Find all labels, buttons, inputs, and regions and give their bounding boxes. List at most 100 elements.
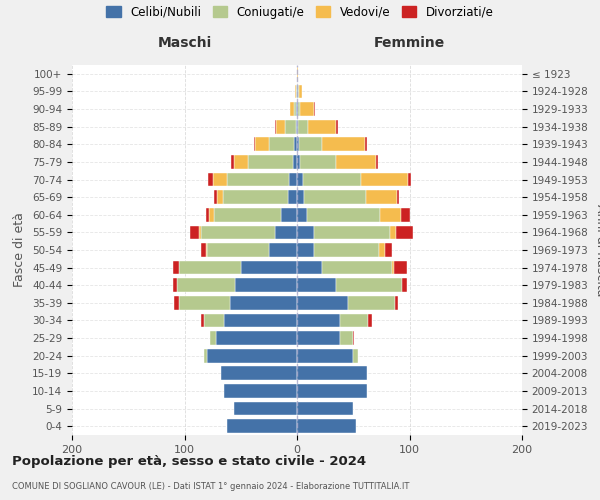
Bar — [401, 278, 407, 292]
Bar — [269, 243, 297, 257]
Bar — [235, 278, 297, 292]
Bar — [337, 278, 401, 292]
Bar — [297, 84, 298, 98]
Y-axis label: Anni di nascita: Anni di nascita — [594, 204, 600, 296]
Bar — [308, 120, 337, 134]
Bar — [289, 172, 297, 186]
Bar — [202, 243, 206, 257]
Bar — [297, 296, 347, 310]
Bar — [297, 314, 340, 328]
Bar — [223, 190, 288, 204]
Bar — [297, 208, 307, 222]
Bar — [391, 226, 396, 239]
Bar — [203, 349, 207, 362]
Bar — [297, 331, 340, 345]
Bar — [295, 84, 296, 98]
Bar — [179, 260, 241, 274]
Bar — [379, 243, 385, 257]
Bar — [361, 172, 409, 186]
Bar — [199, 226, 202, 239]
Bar — [224, 314, 297, 328]
Bar — [297, 138, 299, 151]
Bar — [176, 278, 235, 292]
Bar — [314, 102, 315, 116]
Bar — [380, 208, 401, 222]
Bar — [297, 420, 355, 433]
Bar — [340, 314, 368, 328]
Bar — [314, 243, 379, 257]
Bar — [296, 102, 297, 116]
Bar — [293, 102, 296, 116]
Bar — [353, 331, 355, 345]
Bar — [298, 120, 308, 134]
Bar — [234, 155, 248, 169]
Bar — [221, 366, 297, 380]
Text: Popolazione per età, sesso e stato civile - 2024: Popolazione per età, sesso e stato civil… — [12, 454, 366, 468]
Bar — [241, 260, 297, 274]
Bar — [394, 260, 407, 274]
Bar — [401, 208, 409, 222]
Bar — [396, 226, 413, 239]
Bar — [302, 172, 361, 186]
Bar — [284, 120, 296, 134]
Bar — [307, 208, 380, 222]
Bar — [288, 190, 297, 204]
Bar — [254, 138, 256, 151]
Bar — [296, 84, 297, 98]
Bar — [297, 172, 302, 186]
Bar — [301, 102, 314, 116]
Bar — [304, 190, 365, 204]
Bar — [297, 102, 298, 116]
Y-axis label: Fasce di età: Fasce di età — [13, 212, 26, 288]
Bar — [173, 260, 179, 274]
Bar — [347, 296, 395, 310]
Bar — [281, 208, 297, 222]
Bar — [224, 384, 297, 398]
Bar — [216, 331, 297, 345]
Bar — [397, 190, 400, 204]
Bar — [353, 349, 358, 362]
Bar — [297, 120, 298, 134]
Bar — [202, 226, 275, 239]
Bar — [203, 314, 224, 328]
Bar — [298, 102, 301, 116]
Bar — [190, 226, 199, 239]
Bar — [290, 102, 293, 116]
Bar — [297, 384, 367, 398]
Bar — [248, 155, 293, 169]
Bar — [395, 296, 398, 310]
Bar — [297, 260, 322, 274]
Bar — [275, 226, 297, 239]
Bar — [175, 296, 179, 310]
Bar — [214, 208, 281, 222]
Bar — [269, 138, 293, 151]
Text: Femmine: Femmine — [374, 36, 445, 50]
Bar — [297, 226, 314, 239]
Bar — [340, 331, 353, 345]
Bar — [217, 190, 223, 204]
Bar — [297, 67, 298, 80]
Bar — [299, 138, 322, 151]
Bar — [297, 155, 301, 169]
Bar — [293, 138, 297, 151]
Text: COMUNE DI SOGLIANO CAVOUR (LE) - Dati ISTAT 1° gennaio 2024 - Elaborazione TUTTI: COMUNE DI SOGLIANO CAVOUR (LE) - Dati IS… — [12, 482, 409, 491]
Bar — [206, 208, 209, 222]
Bar — [230, 155, 234, 169]
Bar — [297, 366, 367, 380]
Bar — [297, 278, 337, 292]
Bar — [297, 402, 353, 415]
Bar — [297, 243, 314, 257]
Bar — [297, 349, 353, 362]
Bar — [209, 208, 214, 222]
Bar — [322, 260, 392, 274]
Bar — [314, 226, 391, 239]
Text: Maschi: Maschi — [157, 36, 212, 50]
Bar — [206, 243, 207, 257]
Bar — [202, 314, 203, 328]
Bar — [365, 190, 397, 204]
Bar — [229, 296, 297, 310]
Bar — [322, 138, 365, 151]
Bar — [293, 155, 297, 169]
Bar — [256, 138, 269, 151]
Bar — [234, 402, 297, 415]
